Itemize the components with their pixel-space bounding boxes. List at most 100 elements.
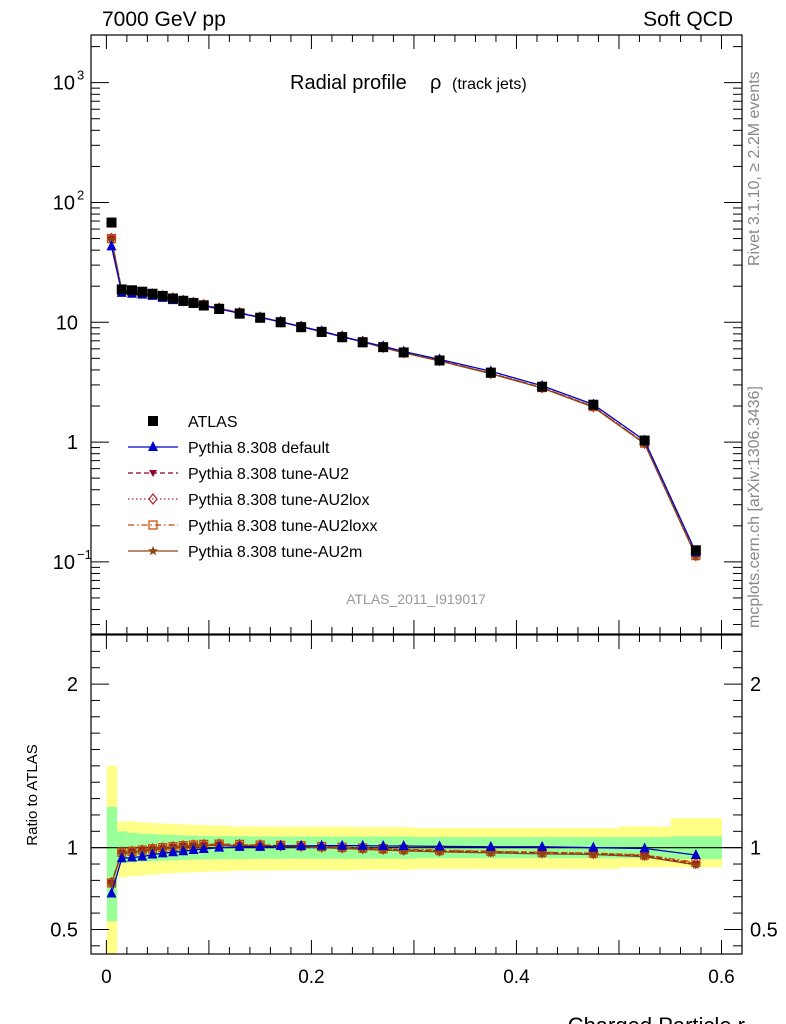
point-atlas xyxy=(537,381,548,392)
y-tick-exponent: 3 xyxy=(77,68,84,83)
ratio-panel-curves xyxy=(106,838,701,898)
side-label-bottom: mcplots.cern.ch [arXiv:1306.3436] xyxy=(746,386,763,628)
ratio-uncertainty-bands xyxy=(106,765,722,954)
ratio-point-default xyxy=(106,887,117,898)
ratio-point-default xyxy=(147,848,158,859)
ratio-point-default xyxy=(188,843,199,854)
legend-marker-au2m xyxy=(148,545,158,556)
legend-marker-au2lox xyxy=(148,493,158,505)
y-tick-exponent: −1 xyxy=(77,547,92,562)
ratio-point-default xyxy=(378,840,389,851)
ratio-point-au2lox xyxy=(537,846,547,859)
point-atlas xyxy=(127,285,138,296)
point-au2m xyxy=(106,234,117,244)
y-tick-label: 10 xyxy=(56,312,78,334)
ratio-point-au2m xyxy=(398,845,409,856)
title-sub: (track jets) xyxy=(452,76,527,93)
ratio-point-default xyxy=(690,849,701,860)
ratio-point-default xyxy=(234,840,245,851)
x-tick-label: 0.4 xyxy=(503,967,530,988)
y-tick-exponent: 2 xyxy=(77,187,84,202)
ratio-point-default xyxy=(116,852,127,863)
ratio-line-au2loxx xyxy=(110,843,696,884)
ratio-point-default xyxy=(214,841,225,852)
legend-label-au2lox: Pythia 8.308 tune-AU2lox xyxy=(188,492,369,509)
ratio-point-default xyxy=(337,839,348,850)
ratio-point-au2lox xyxy=(296,840,306,852)
y-tick-label: 10 xyxy=(53,192,75,214)
point-atlas xyxy=(106,217,117,228)
y-tick-label: 1 xyxy=(67,432,78,454)
point-atlas xyxy=(275,317,286,328)
ratio-point-default xyxy=(255,840,266,851)
point-atlas xyxy=(255,312,266,323)
ratio-point-default xyxy=(357,839,368,850)
point-atlas xyxy=(398,347,409,358)
ratio-point-default xyxy=(157,847,168,858)
ratio-point-au2lox xyxy=(588,847,599,860)
ratio-point-default xyxy=(127,851,138,862)
point-atlas xyxy=(378,342,389,353)
ratio-y-tick-label: 0.5 xyxy=(50,919,78,941)
ratio-point-au2m xyxy=(434,846,445,856)
ratio-point-default xyxy=(178,845,189,856)
legend-label-au2: Pythia 8.308 tune-AU2 xyxy=(188,466,349,483)
header-right: Soft QCD xyxy=(643,8,733,31)
ratio-y-tick-label-right: 0.5 xyxy=(750,919,778,941)
ratio-point-default xyxy=(588,841,599,852)
ratio-y-tick-label-right: 1 xyxy=(750,838,761,860)
point-atlas xyxy=(116,284,127,295)
x-tick-label: 0 xyxy=(101,967,112,988)
ratio-point-default xyxy=(137,850,148,861)
point-atlas xyxy=(639,435,650,446)
point-default xyxy=(106,240,117,251)
point-atlas xyxy=(168,293,179,304)
legend: ATLAS Pythia 8.308 default Pythia 8.308 tu… xyxy=(128,414,377,561)
point-atlas xyxy=(296,322,307,333)
ratio-point-au2lox xyxy=(691,857,701,870)
title-rho: ρ xyxy=(430,72,441,94)
point-atlas xyxy=(188,297,199,308)
ratio-point-default xyxy=(198,842,209,853)
legend-label-au2m: Pythia 8.308 tune-AU2m xyxy=(188,544,362,561)
ratio-point-default xyxy=(316,839,327,850)
main-frame xyxy=(90,34,743,635)
ratio-y-axis-label: Ratio to ATLAS xyxy=(24,744,41,845)
point-atlas xyxy=(147,288,158,299)
ratio-point-default xyxy=(639,842,650,853)
ratio-point-au2m xyxy=(588,849,599,859)
ratio-point-au2m xyxy=(690,859,701,870)
panel-frames xyxy=(90,34,743,955)
point-atlas xyxy=(337,332,348,343)
ratio-point-au2m xyxy=(537,848,547,859)
ratio-point-default xyxy=(275,840,286,851)
ratio-point-default xyxy=(296,840,307,851)
header-left: 7000 GeV pp xyxy=(102,8,226,31)
ratio-point-default xyxy=(398,840,409,851)
y-tick-label: 10 xyxy=(53,552,75,574)
point-atlas xyxy=(485,367,496,378)
legend-marker-data xyxy=(148,416,158,426)
point-atlas xyxy=(214,304,225,315)
point-atlas xyxy=(690,545,701,556)
ratio-y-tick-label: 2 xyxy=(67,674,78,696)
ratio-point-default xyxy=(485,840,496,851)
legend-label-data: ATLAS xyxy=(188,414,238,431)
ratio-y-tick-label-right: 2 xyxy=(750,674,761,696)
legend-label-default: Pythia 8.308 default xyxy=(188,440,330,457)
x-tick-label: 0.2 xyxy=(298,967,324,988)
point-atlas xyxy=(137,286,148,297)
ratio-point-au2m xyxy=(639,851,650,861)
x-tick-label: 0.6 xyxy=(708,967,734,988)
legend-marker-default xyxy=(148,441,158,451)
y-tick-label: 10 xyxy=(53,73,75,95)
ratio-point-au2lox xyxy=(275,839,286,852)
band-inner-bin xyxy=(106,806,118,922)
point-atlas xyxy=(357,337,368,348)
point-atlas xyxy=(198,300,209,311)
point-atlas xyxy=(434,355,445,366)
ratio-point-au2lox xyxy=(639,849,650,861)
ratio-y-tick-label: 1 xyxy=(67,838,78,860)
